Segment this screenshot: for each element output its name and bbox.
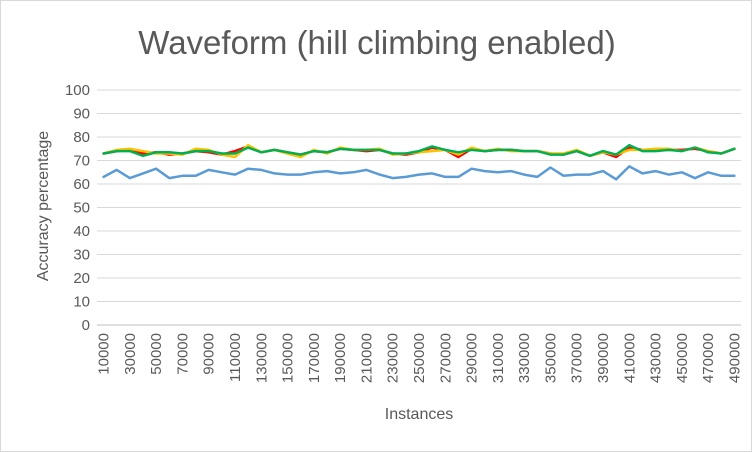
gridlines — [97, 89, 741, 302]
x-tick-label: 150000 — [280, 333, 297, 383]
x-tick-label: 30000 — [122, 333, 139, 375]
y-tick-label: 80 — [73, 129, 90, 146]
x-tick-label: 350000 — [542, 333, 559, 383]
y-tick-label: 10 — [73, 294, 90, 311]
series-line-1 — [102, 165, 736, 181]
x-tick-label: 330000 — [516, 333, 533, 383]
series-lines — [102, 143, 736, 181]
x-tick-labels: 10000 30000 50000 70000 90000 110000 130000 150… — [96, 333, 744, 383]
x-tick-label: 170000 — [306, 333, 323, 383]
x-tick-label: 210000 — [358, 333, 375, 383]
x-tick-label: 290000 — [464, 333, 481, 383]
x-tick-label: 250000 — [411, 333, 428, 383]
x-tick-label: 50000 — [148, 333, 165, 375]
x-tick-label: 390000 — [595, 333, 612, 383]
y-tick-label: 40 — [73, 223, 90, 240]
x-tick-label: 310000 — [490, 333, 507, 383]
x-tick-label: 230000 — [385, 333, 402, 383]
chart-title: Waveform (hill climbing enabled) — [138, 24, 615, 61]
x-tick-label: 90000 — [201, 333, 218, 375]
y-axis-title: Accuracy percentage — [35, 131, 52, 281]
y-tick-label: 100 — [65, 82, 90, 99]
x-tick-label: 430000 — [648, 333, 665, 383]
y-tick-label: 20 — [73, 270, 90, 287]
x-tick-label: 190000 — [332, 333, 349, 383]
y-tick-labels: 0 10 20 30 40 50 60 70 80 90 100 — [65, 82, 90, 334]
x-tick-label: 370000 — [569, 333, 586, 383]
y-tick-label: 0 — [82, 317, 90, 334]
x-tick-label: 470000 — [700, 333, 717, 383]
y-tick-label: 90 — [73, 106, 90, 123]
x-tick-label: 10000 — [96, 333, 113, 375]
x-axis-title: Instances — [385, 406, 453, 423]
y-tick-label: 70 — [73, 153, 90, 170]
x-tick-label: 70000 — [174, 333, 191, 375]
y-tick-label: 30 — [73, 247, 90, 264]
x-tick-label: 110000 — [227, 333, 244, 382]
series-line-4 — [102, 143, 736, 158]
x-tick-label: 130000 — [253, 333, 270, 383]
x-tick-label: 450000 — [674, 333, 691, 383]
x-tick-label: 270000 — [437, 333, 454, 383]
x-tick-label: 490000 — [726, 333, 743, 383]
y-tick-label: 60 — [73, 176, 90, 193]
y-tick-label: 50 — [73, 200, 90, 217]
x-tick-label: 410000 — [621, 333, 638, 383]
